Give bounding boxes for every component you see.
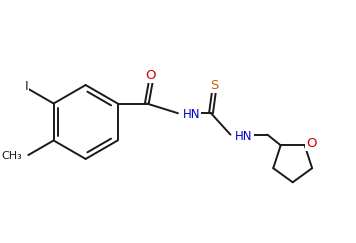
Text: HN: HN: [235, 130, 253, 143]
Text: I: I: [25, 79, 28, 93]
Text: O: O: [306, 137, 317, 150]
Text: HN: HN: [183, 108, 200, 121]
Text: S: S: [210, 78, 218, 92]
Text: O: O: [146, 69, 156, 82]
Text: CH₃: CH₃: [2, 151, 22, 161]
